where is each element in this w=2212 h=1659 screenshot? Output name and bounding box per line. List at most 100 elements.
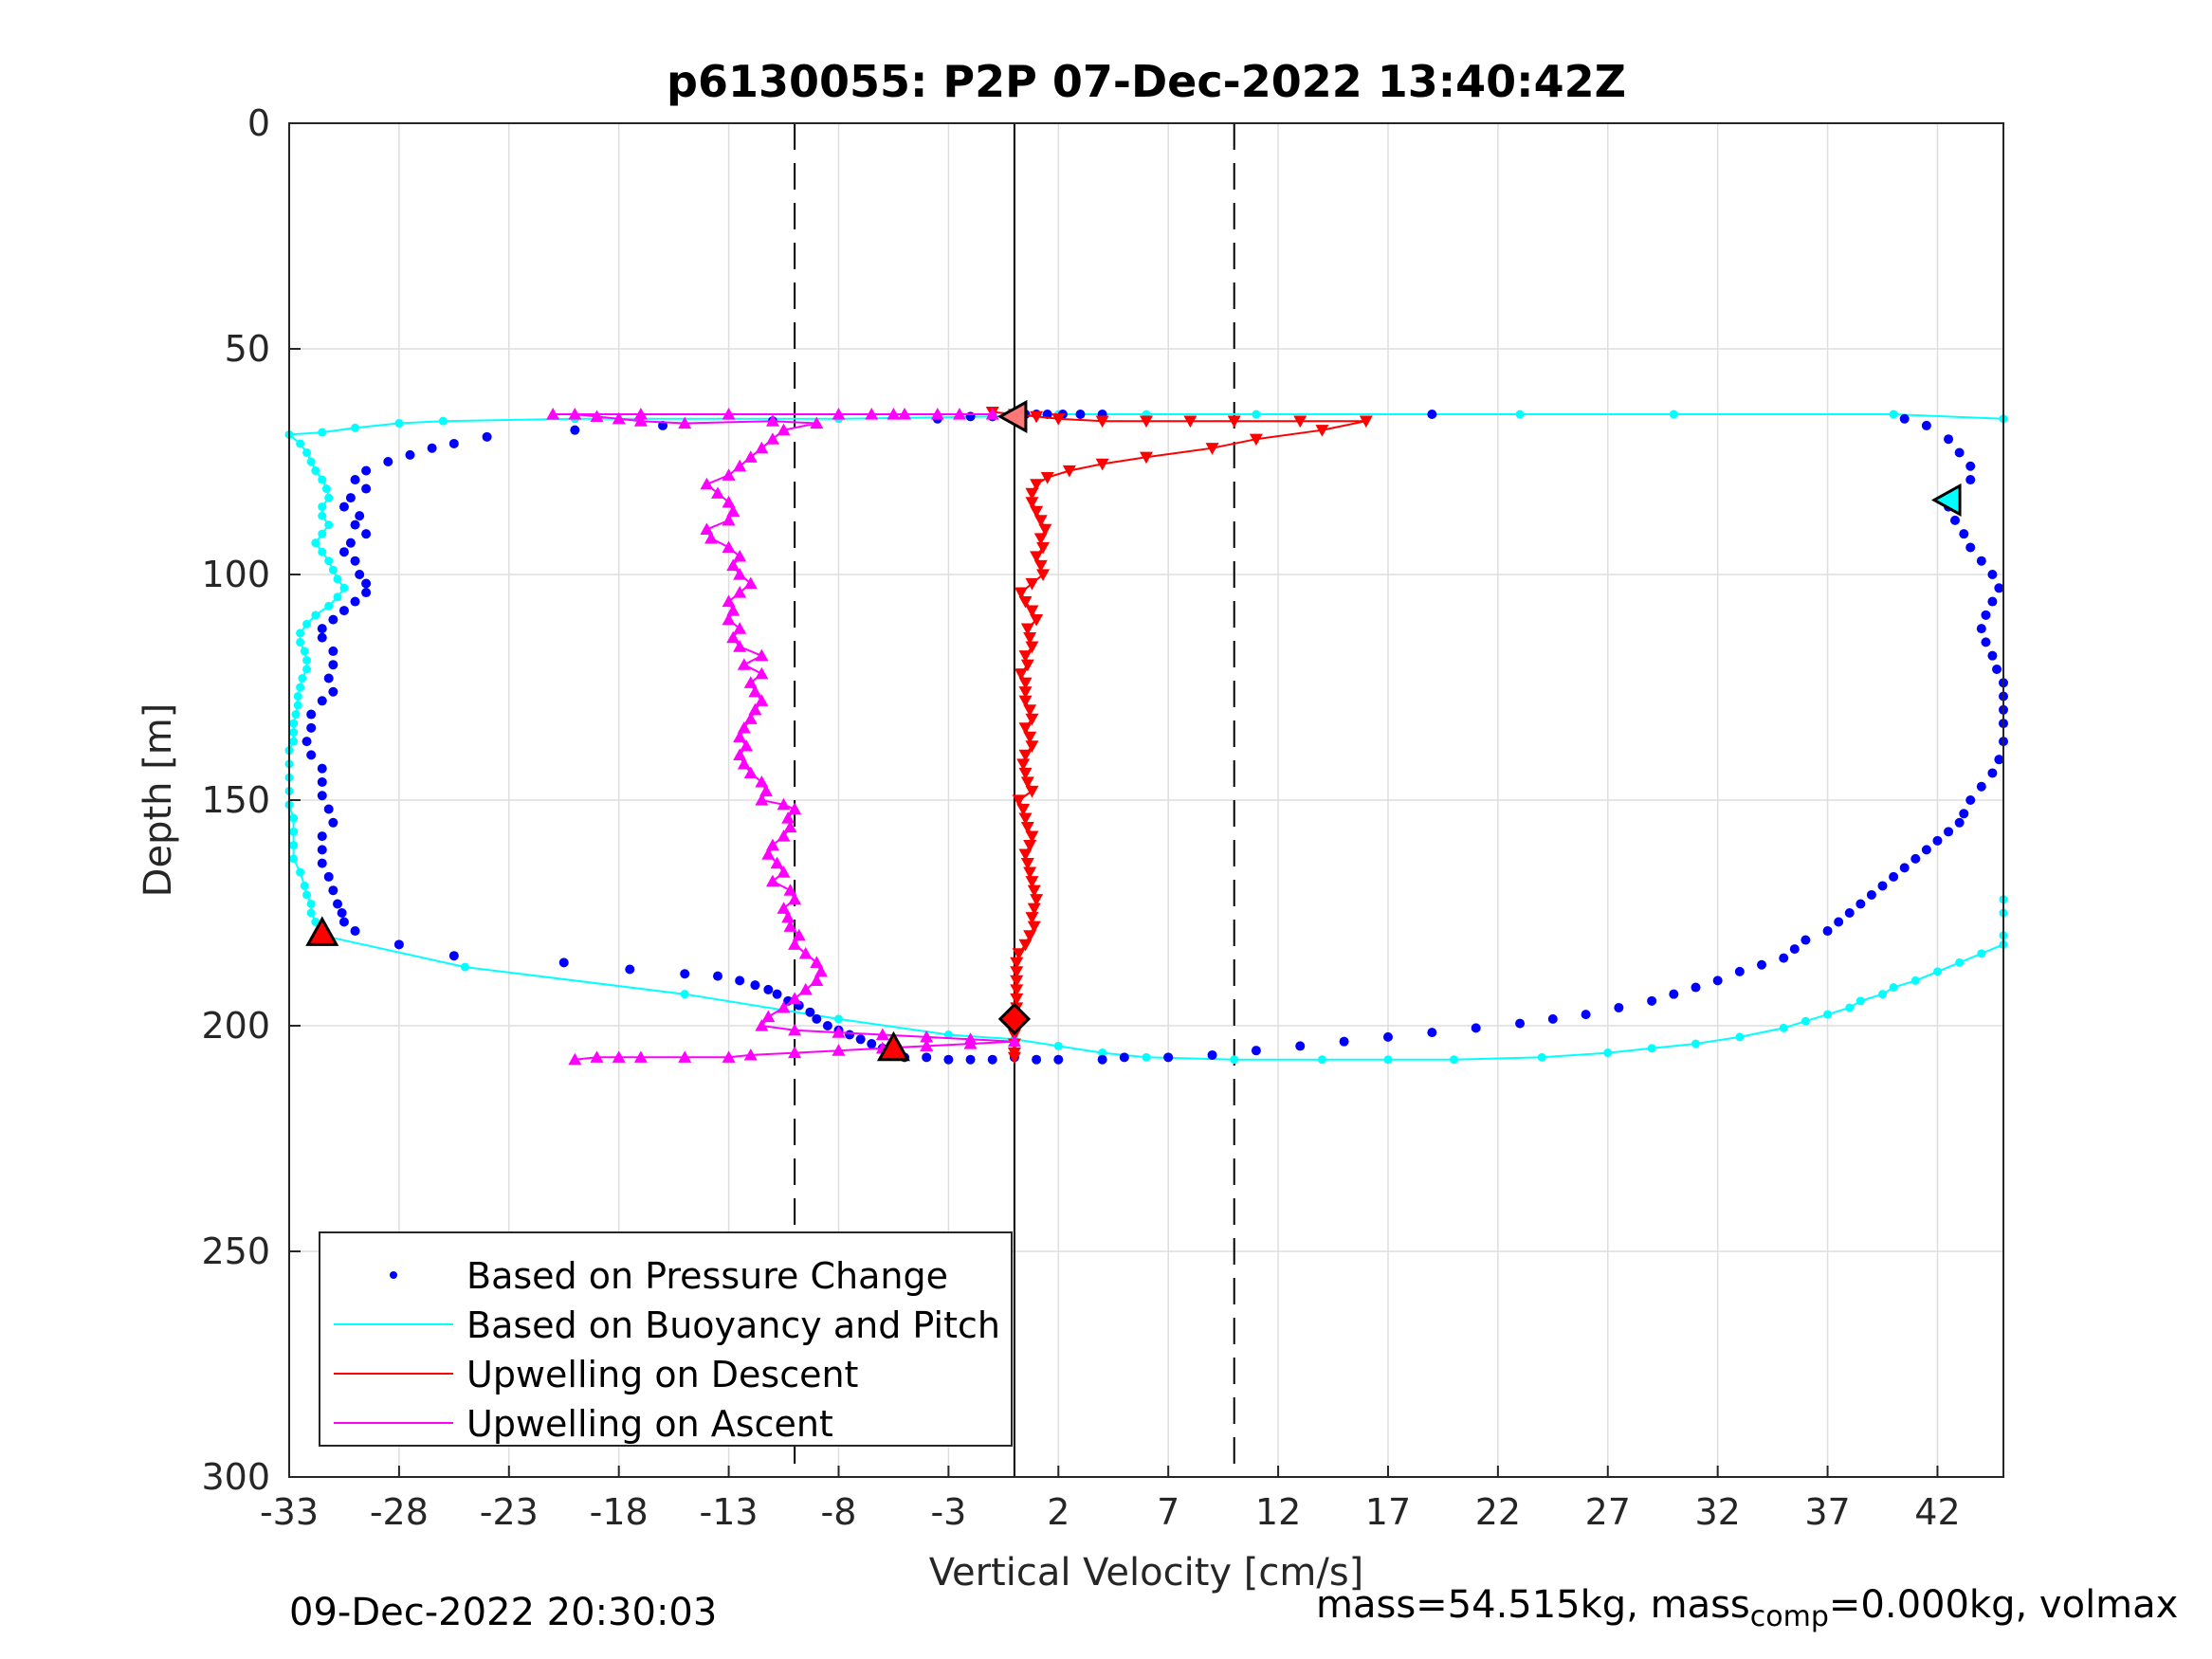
data-point [726, 604, 740, 616]
data-point [590, 410, 604, 422]
data-point [1038, 523, 1052, 537]
data-point [321, 484, 331, 494]
legend-label: Upwelling on Ascent [466, 1403, 833, 1445]
data-point [1614, 1002, 1624, 1012]
data-point [1471, 1023, 1481, 1033]
data-point [328, 817, 338, 828]
data-point [1018, 812, 1033, 826]
data-point [783, 884, 797, 896]
data-point [1801, 935, 1811, 945]
y-axis-label: Depth [m] [137, 703, 180, 898]
data-point [1994, 583, 2004, 593]
data-point [777, 902, 791, 914]
data-point [814, 964, 828, 977]
data-point [350, 926, 360, 937]
data-point [317, 696, 327, 706]
data-point [733, 622, 747, 634]
data-point [361, 465, 372, 476]
data-point [448, 438, 459, 448]
data-point [1976, 781, 1986, 792]
data-point [324, 493, 334, 502]
data-point [1921, 420, 1931, 430]
data-point [1293, 415, 1307, 428]
data-point [289, 728, 299, 738]
data-point [1010, 984, 1024, 996]
data-point [361, 578, 372, 589]
data-point [1014, 587, 1028, 600]
data-point [788, 992, 802, 1005]
data-point [302, 890, 312, 900]
x-tick-label: -33 [260, 1491, 319, 1533]
data-point [722, 513, 736, 526]
data-point [1932, 967, 1942, 976]
data-point [298, 673, 307, 683]
data-point [898, 408, 912, 420]
chart-title: p6130055: P2P 07-Dec-2022 13:40:42Z [667, 56, 1626, 107]
data-point [735, 975, 745, 986]
data-point [1976, 624, 1986, 634]
data-point [1018, 695, 1033, 708]
data-point [1025, 497, 1039, 509]
data-point [1095, 458, 1109, 471]
data-point [777, 1000, 791, 1013]
data-point [1010, 966, 1024, 978]
data-point [460, 962, 469, 972]
data-point [1295, 1041, 1306, 1051]
data-point [1027, 884, 1041, 898]
data-point [704, 531, 719, 544]
data-point [296, 683, 305, 692]
data-point [722, 612, 736, 626]
data-point [345, 538, 356, 548]
data-point [1845, 1003, 1855, 1012]
data-point [311, 918, 320, 927]
data-point [1025, 876, 1039, 888]
data-point [1734, 966, 1745, 976]
data-point [317, 858, 327, 868]
data-point [1018, 848, 1033, 862]
data-point [755, 1019, 769, 1031]
data-point [1230, 1055, 1239, 1065]
data-point [1757, 959, 1767, 970]
data-point [1547, 1013, 1558, 1024]
data-point [1095, 415, 1109, 428]
data-point [1142, 1052, 1151, 1062]
data-point [328, 565, 338, 574]
data-point [328, 660, 338, 670]
data-point [1025, 713, 1039, 726]
data-point [1899, 413, 1910, 424]
data-point [743, 766, 758, 779]
data-point [1910, 975, 1920, 985]
data-point [1030, 479, 1044, 491]
data-point [678, 416, 692, 429]
data-point [833, 1014, 843, 1024]
data-point [867, 1039, 877, 1049]
data-point [1036, 569, 1051, 581]
legend-label: Based on Pressure Change [466, 1255, 948, 1297]
data-point [1025, 641, 1039, 654]
data-point [1030, 551, 1044, 563]
data-point [1581, 1010, 1591, 1020]
data-point [289, 854, 299, 864]
data-point [351, 423, 360, 432]
data-point [1023, 731, 1037, 744]
data-point [810, 956, 824, 968]
data-point [1119, 1052, 1129, 1063]
data-point [763, 984, 774, 994]
data-point [1987, 768, 1998, 778]
data-point [328, 686, 338, 697]
data-point [965, 411, 976, 422]
data-point [748, 702, 762, 716]
data-point [1053, 1054, 1064, 1065]
data-point [317, 776, 327, 787]
data-point [772, 989, 782, 999]
data-point [1040, 472, 1054, 484]
data-point [633, 408, 648, 420]
data-point [1097, 1054, 1107, 1065]
data-point [338, 547, 349, 557]
data-point [1878, 990, 1888, 999]
data-point [1959, 809, 1969, 819]
data-point [1010, 957, 1024, 970]
data-point [733, 730, 747, 742]
data-point [328, 646, 338, 656]
y-tick-label: 100 [201, 554, 270, 595]
